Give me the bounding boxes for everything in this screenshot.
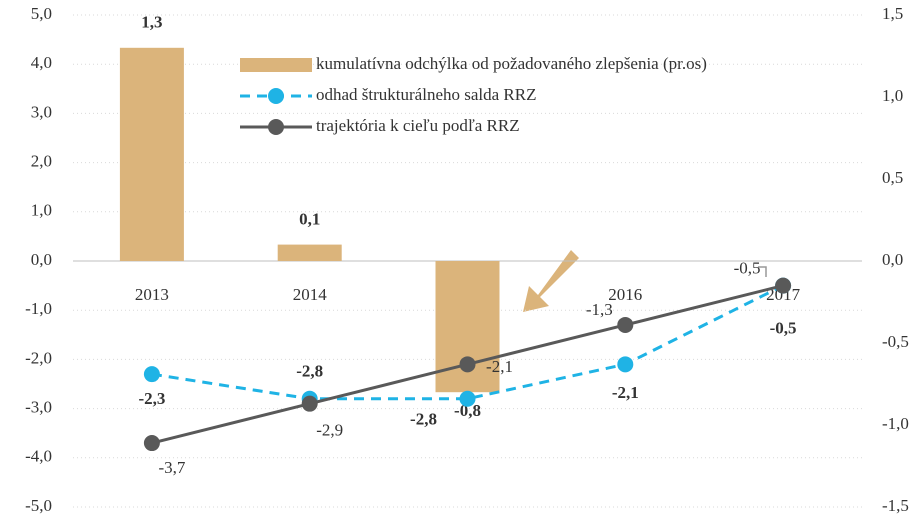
- data-label: 1,3: [141, 13, 162, 32]
- legend-label: trajektória k cieľu podľa RRZ: [316, 116, 520, 135]
- marker: [775, 277, 792, 294]
- x-tick-label: 2016: [608, 285, 642, 304]
- y-tick-label: 5,0: [31, 4, 52, 23]
- y-tick-label: -2,0: [25, 348, 52, 367]
- x-tick-label: 2014: [293, 285, 328, 304]
- line: [151, 284, 784, 401]
- data-label: -2,8: [410, 410, 437, 429]
- data-label: -2,9: [316, 421, 343, 440]
- legend-marker: [268, 119, 284, 135]
- data-label: -0,5: [734, 259, 761, 278]
- data-label: 0,1: [299, 210, 320, 229]
- y2-tick-label: -0,5: [882, 332, 909, 351]
- marker: [459, 390, 476, 407]
- y-tick-label: -5,0: [25, 496, 52, 515]
- legend-swatch: [240, 58, 312, 72]
- y-tick-label: 1,0: [31, 201, 52, 220]
- data-label: -0,8: [454, 401, 481, 420]
- bar: [119, 47, 184, 261]
- x-tick-label: 2013: [135, 285, 169, 304]
- legend-marker: [268, 88, 284, 104]
- legend-label: kumulatívna odchýlka od požadovaného zle…: [316, 54, 707, 73]
- marker: [617, 316, 634, 333]
- data-label: -0,5: [770, 319, 797, 338]
- marker: [459, 356, 476, 373]
- legend-label: odhad štrukturálneho salda RRZ: [316, 85, 537, 104]
- y-tick-label: 3,0: [31, 102, 52, 121]
- y-tick-label: 4,0: [31, 53, 52, 72]
- data-label: -2,1: [486, 357, 513, 376]
- y-tick-label: -4,0: [25, 447, 52, 466]
- y2-tick-label: 0,5: [882, 168, 903, 187]
- y-tick-label: -1,0: [25, 299, 52, 318]
- data-label: -2,3: [138, 389, 165, 408]
- y-tick-label: 2,0: [31, 152, 52, 171]
- marker: [143, 435, 160, 452]
- marker: [617, 356, 634, 373]
- data-label: -3,7: [158, 458, 185, 477]
- bar: [277, 244, 342, 261]
- y-tick-label: -3,0: [25, 398, 52, 417]
- data-label: -2,8: [296, 362, 323, 381]
- data-label: -1,3: [586, 300, 613, 319]
- data-label: -2,1: [612, 383, 639, 402]
- y2-tick-label: 0,0: [882, 250, 903, 269]
- y2-tick-label: -1,5: [882, 496, 909, 515]
- marker: [301, 395, 318, 412]
- arrow: [523, 250, 579, 312]
- y2-tick-label: -1,0: [882, 414, 909, 433]
- y2-tick-label: 1,0: [882, 86, 903, 105]
- bracket: [758, 266, 767, 277]
- y2-tick-label: 1,5: [882, 4, 903, 23]
- y-tick-label: 0,0: [31, 250, 52, 269]
- marker: [143, 366, 160, 383]
